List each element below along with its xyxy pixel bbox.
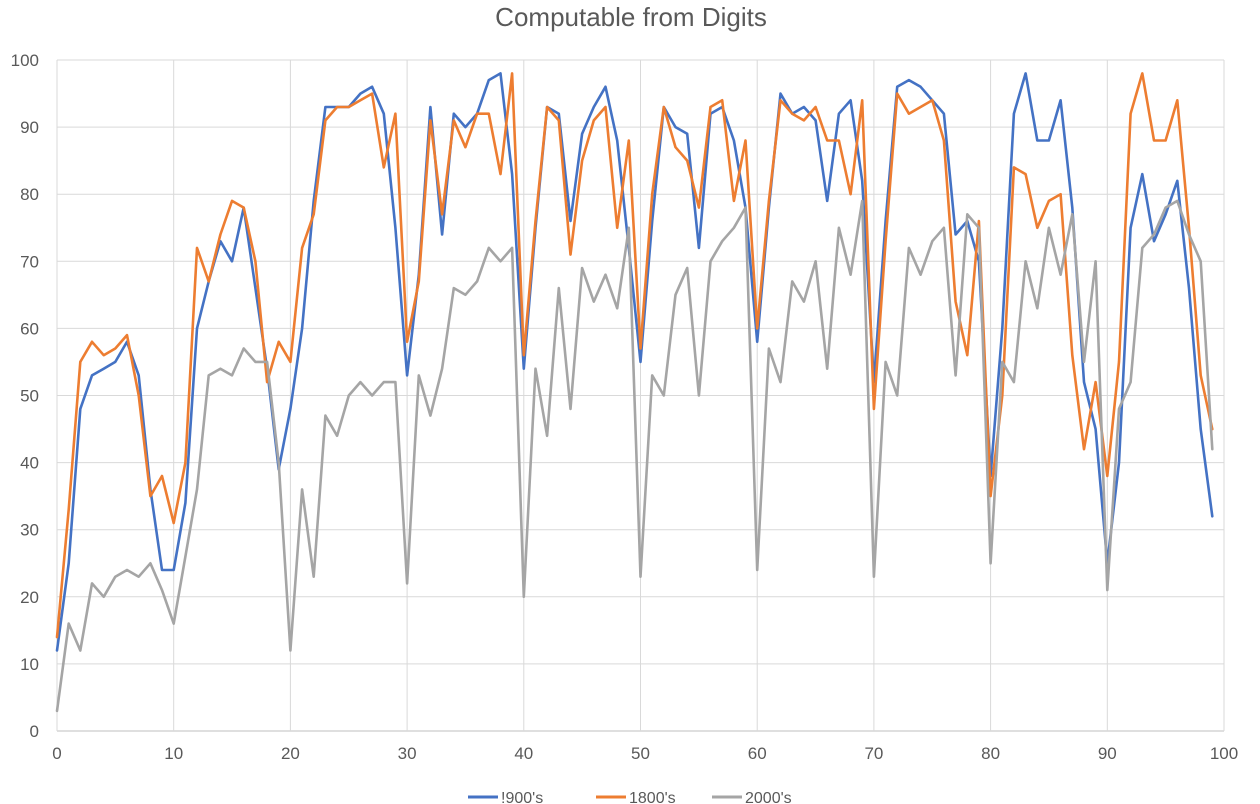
y-tick-label: 20 <box>20 588 39 607</box>
y-tick-label: 10 <box>20 655 39 674</box>
legend: !900's 1800's 2000's <box>468 790 792 804</box>
x-tick-label: 0 <box>52 744 61 763</box>
series-line-2 <box>55 72 1214 639</box>
legend-label: !900's <box>501 790 543 804</box>
y-tick-label: 60 <box>20 319 39 338</box>
y-tick-label: 100 <box>11 51 39 70</box>
x-axis-ticks: 0 10 20 30 40 50 60 70 80 90 100 <box>52 744 1238 763</box>
y-axis-ticks: 0 10 20 30 40 50 60 70 80 90 100 <box>11 51 39 741</box>
x-tick-label: 90 <box>1098 744 1117 763</box>
y-tick-label: 70 <box>20 252 39 271</box>
series-lines <box>55 72 1214 713</box>
y-tick-label: 40 <box>20 454 39 473</box>
x-tick-label: 100 <box>1210 744 1238 763</box>
legend-label: 2000's <box>745 790 792 804</box>
series-line-1 <box>55 72 1214 652</box>
x-tick-label: 70 <box>864 744 883 763</box>
x-tick-label: 60 <box>748 744 767 763</box>
x-tick-label: 50 <box>631 744 650 763</box>
x-tick-label: 30 <box>398 744 417 763</box>
gridlines <box>56 59 1225 732</box>
y-tick-label: 50 <box>20 387 39 406</box>
legend-label: 1800's <box>629 790 676 804</box>
series-line-3 <box>55 199 1214 713</box>
y-tick-label: 30 <box>20 521 39 540</box>
x-tick-label: 10 <box>164 744 183 763</box>
x-tick-label: 20 <box>281 744 300 763</box>
y-tick-label: 90 <box>20 118 39 137</box>
x-tick-label: 80 <box>981 744 1000 763</box>
y-tick-label: 0 <box>30 722 39 741</box>
chart-title: Computable from Digits <box>495 2 767 32</box>
x-tick-label: 40 <box>514 744 533 763</box>
y-tick-label: 80 <box>20 185 39 204</box>
